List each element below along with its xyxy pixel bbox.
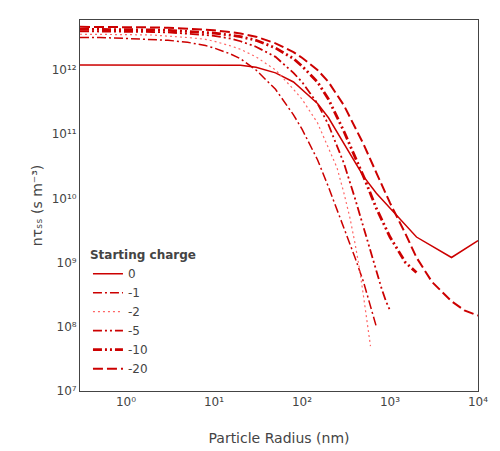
- svg-text:10⁴: 10⁴: [468, 395, 488, 409]
- svg-text:10²: 10²: [292, 395, 312, 409]
- svg-text:10⁸: 10⁸: [57, 320, 77, 334]
- svg-text:10¹¹: 10¹¹: [52, 127, 77, 141]
- svg-text:10¹: 10¹: [204, 395, 224, 409]
- svg-text:0: 0: [128, 267, 136, 281]
- svg-text:10⁹: 10⁹: [57, 256, 77, 270]
- svg-text:10¹⁰: 10¹⁰: [52, 192, 77, 206]
- svg-text:-10: -10: [128, 343, 148, 357]
- svg-text:10¹²: 10¹²: [52, 63, 77, 77]
- svg-text:-1: -1: [128, 286, 140, 300]
- svg-text:Particle Radius (nm): Particle Radius (nm): [208, 430, 349, 446]
- svg-text:Starting charge: Starting charge: [90, 248, 196, 262]
- svg-text:-2: -2: [128, 305, 140, 319]
- svg-text:10⁰: 10⁰: [116, 395, 136, 409]
- svg-text:-20: -20: [128, 362, 148, 376]
- svg-text:-5: -5: [128, 324, 140, 338]
- svg-text:10⁷: 10⁷: [57, 384, 77, 398]
- svg-text:10³: 10³: [380, 395, 400, 409]
- svg-text:nτₛₛ (s m⁻³): nτₛₛ (s m⁻³): [29, 165, 45, 247]
